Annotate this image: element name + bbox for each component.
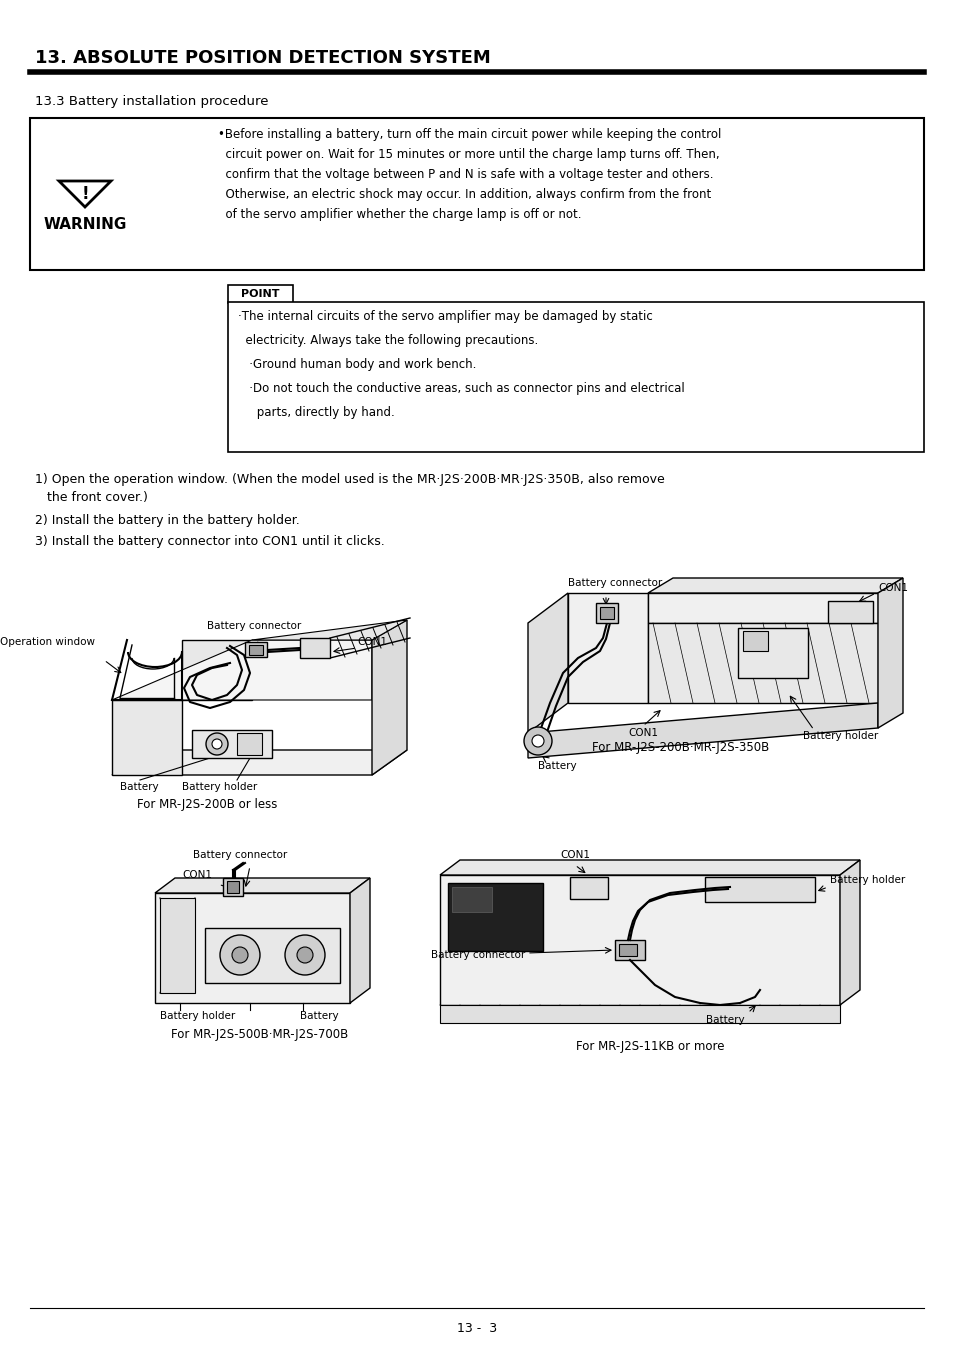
Bar	[223, 878, 243, 896]
Bar	[615, 940, 644, 960]
Text: For MR-J2S-11KB or more: For MR-J2S-11KB or more	[576, 1040, 723, 1053]
Polygon shape	[439, 860, 859, 875]
Text: Battery connector: Battery connector	[207, 621, 301, 630]
Text: Battery: Battery	[299, 1011, 338, 1021]
Text: •Before installing a battery, turn off the main circuit power while keeping the : •Before installing a battery, turn off t…	[218, 128, 720, 140]
Bar	[245, 643, 267, 657]
Polygon shape	[877, 578, 902, 728]
Text: For MR-J2S-200B or less: For MR-J2S-200B or less	[136, 798, 277, 811]
Polygon shape	[567, 593, 647, 703]
Bar	[599, 608, 614, 620]
Text: 1) Open the operation window. (When the model used is the MR·J2S·200B·MR·J2S·350: 1) Open the operation window. (When the …	[35, 472, 664, 486]
Text: CON1: CON1	[559, 850, 589, 860]
Text: 13. ABSOLUTE POSITION DETECTION SYSTEM: 13. ABSOLUTE POSITION DETECTION SYSTEM	[35, 49, 490, 68]
Text: POINT: POINT	[240, 289, 279, 298]
Circle shape	[212, 738, 222, 749]
Text: Battery holder: Battery holder	[802, 730, 878, 741]
Text: the front cover.): the front cover.)	[35, 491, 148, 504]
Polygon shape	[59, 181, 111, 207]
Circle shape	[220, 936, 260, 975]
Text: 3) Install the battery connector into CON1 until it clicks.: 3) Install the battery connector into CO…	[35, 535, 384, 548]
Polygon shape	[112, 751, 407, 775]
Polygon shape	[252, 620, 407, 640]
Bar	[299, 639, 330, 657]
Polygon shape	[112, 701, 182, 775]
Text: Battery holder: Battery holder	[829, 875, 904, 886]
Circle shape	[206, 733, 228, 755]
Bar	[205, 927, 339, 983]
Polygon shape	[840, 860, 859, 1004]
Bar	[448, 883, 542, 950]
Polygon shape	[647, 578, 902, 593]
Bar	[738, 628, 807, 678]
Text: confirm that the voltage between P and N is safe with a voltage tester and other: confirm that the voltage between P and N…	[218, 167, 713, 181]
Bar	[827, 601, 872, 622]
Text: CON1: CON1	[182, 869, 212, 880]
Text: For MR-J2S-200B·MR-J2S-350B: For MR-J2S-200B·MR-J2S-350B	[592, 741, 769, 755]
Polygon shape	[112, 640, 372, 701]
Bar	[704, 878, 814, 902]
Bar	[618, 944, 637, 956]
Text: CON1: CON1	[877, 583, 907, 593]
Bar	[160, 898, 194, 994]
Polygon shape	[439, 875, 840, 1004]
Text: CON1: CON1	[627, 728, 658, 738]
Text: electricity. Always take the following precautions.: electricity. Always take the following p…	[237, 333, 537, 347]
Polygon shape	[372, 620, 407, 775]
Polygon shape	[647, 622, 877, 703]
Text: Battery holder: Battery holder	[160, 1011, 235, 1021]
Polygon shape	[527, 593, 567, 733]
Circle shape	[285, 936, 325, 975]
Polygon shape	[154, 878, 370, 892]
Text: 13.3 Battery installation procedure: 13.3 Battery installation procedure	[35, 96, 268, 108]
Text: 2) Install the battery in the battery holder.: 2) Install the battery in the battery ho…	[35, 514, 299, 526]
Bar	[192, 730, 272, 757]
Bar	[596, 603, 618, 622]
Text: Battery connector: Battery connector	[193, 850, 287, 860]
Bar	[236, 733, 262, 755]
Text: !: !	[81, 185, 89, 202]
Circle shape	[296, 946, 313, 963]
Text: Battery: Battery	[120, 782, 158, 792]
Bar	[452, 887, 492, 913]
Text: Battery: Battery	[537, 761, 576, 771]
Text: CON1: CON1	[356, 637, 387, 647]
Bar	[228, 302, 923, 452]
Polygon shape	[647, 593, 877, 622]
Text: Operation window: Operation window	[0, 637, 95, 647]
Circle shape	[523, 728, 552, 755]
Text: of the servo amplifier whether the charge lamp is off or not.: of the servo amplifier whether the charg…	[218, 208, 581, 221]
Circle shape	[232, 946, 248, 963]
Bar	[228, 285, 293, 302]
Text: For MR-J2S-500B·MR-J2S-700B: For MR-J2S-500B·MR-J2S-700B	[172, 1027, 348, 1041]
Text: Battery holder: Battery holder	[182, 782, 257, 792]
Text: WARNING: WARNING	[43, 217, 127, 232]
Bar	[742, 630, 767, 651]
Text: ·Ground human body and work bench.: ·Ground human body and work bench.	[237, 358, 476, 371]
Bar	[569, 878, 607, 899]
Circle shape	[532, 734, 543, 747]
Polygon shape	[182, 640, 252, 701]
Text: parts, directly by hand.: parts, directly by hand.	[237, 406, 395, 418]
Text: Otherwise, an electric shock may occur. In addition, always confirm from the fro: Otherwise, an electric shock may occur. …	[218, 188, 711, 201]
Text: circuit power on. Wait for 15 minutes or more until the charge lamp turns off. T: circuit power on. Wait for 15 minutes or…	[218, 148, 719, 161]
Text: Battery connector: Battery connector	[567, 578, 661, 589]
Polygon shape	[154, 892, 350, 1003]
Text: Battery: Battery	[705, 1015, 743, 1025]
Bar	[227, 882, 239, 892]
Text: ·Do not touch the conductive areas, such as connector pins and electrical: ·Do not touch the conductive areas, such…	[237, 382, 684, 396]
Text: ·The internal circuits of the servo amplifier may be damaged by static: ·The internal circuits of the servo ampl…	[237, 310, 652, 323]
Bar	[439, 1004, 840, 1023]
Bar	[30, 117, 923, 270]
Bar	[249, 645, 263, 655]
Polygon shape	[527, 703, 877, 757]
Text: Battery connector: Battery connector	[431, 950, 524, 960]
Polygon shape	[350, 878, 370, 1003]
Text: 13 -  3: 13 - 3	[456, 1322, 497, 1335]
